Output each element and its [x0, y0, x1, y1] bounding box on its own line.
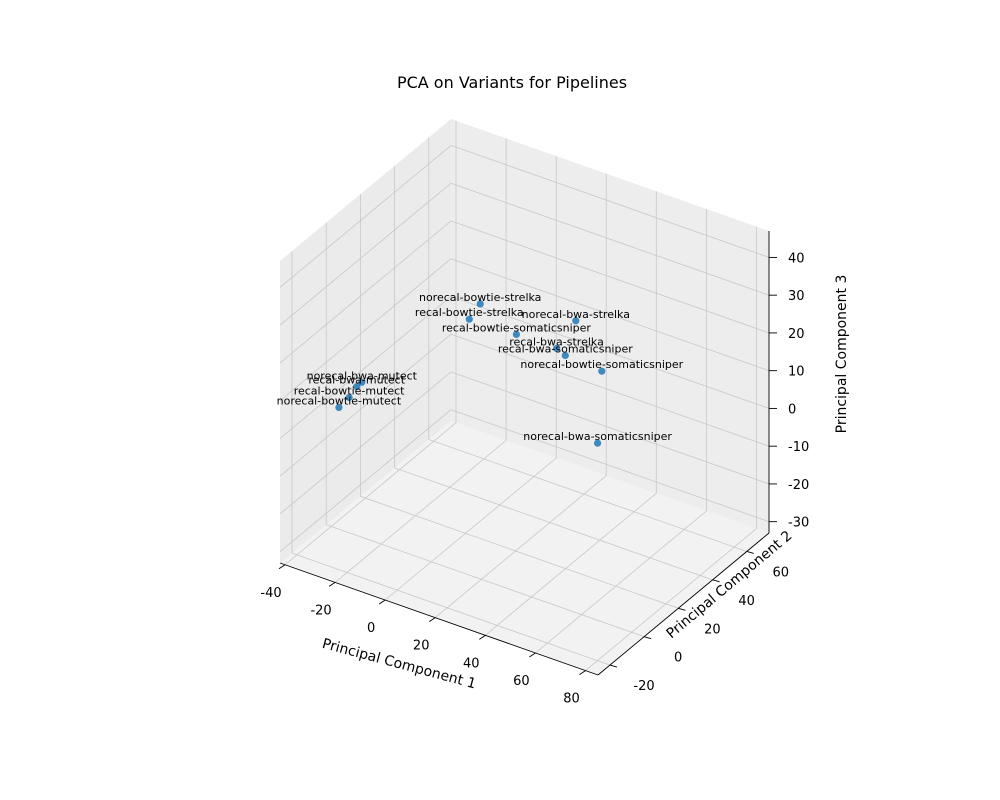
y-grid-line	[428, 137, 747, 552]
x-grid-line	[334, 138, 507, 583]
x-grid-line	[434, 173, 607, 619]
data-point	[358, 378, 366, 386]
data-point	[465, 315, 473, 323]
x-grid-line	[485, 191, 657, 636]
y-tick-label: 40	[738, 594, 755, 609]
data-point	[476, 300, 484, 308]
x-tick-label: 40	[463, 656, 480, 671]
axes-panes	[280, 119, 769, 675]
chart-title: PCA on Variants for Pipelines	[397, 73, 627, 92]
y-tick-label: 0	[674, 651, 682, 666]
tick-labels: -40 -20 0 20 40 60 80 -20 0 20 40 60 -30 -20 -10 0 10 20 3…	[260, 251, 809, 706]
x-grid-line	[535, 209, 707, 654]
z-grid-line	[279, 182, 770, 326]
point-label: norecal-bowtie-strelka	[419, 291, 541, 304]
z-tick-label: 20	[788, 327, 805, 342]
point-label: recal-bowtie-somaticsniper	[442, 321, 592, 334]
point-label: recal-bwa-strelka	[509, 336, 604, 349]
tick-marks	[278, 256, 777, 675]
z-tick-label: -20	[788, 478, 809, 493]
z-grid-line	[279, 220, 770, 364]
data-point	[561, 351, 569, 360]
x-tick	[579, 670, 586, 675]
x-tick-label: 20	[413, 639, 430, 654]
y-tick-label: 20	[704, 622, 721, 637]
point-label: norecal-bowtie-mutect	[277, 395, 402, 408]
axis-lines	[279, 231, 770, 676]
data-point	[598, 367, 606, 375]
z-grid-line	[279, 258, 770, 402]
x-axis-label: Principal Component 1	[320, 636, 477, 693]
z-axis-label: Principal Component 3	[834, 275, 850, 434]
x-grid-line	[384, 156, 557, 601]
point-label: recal-bowtie-mutect	[294, 385, 405, 398]
y-tick	[712, 579, 720, 583]
x-axis-line	[279, 562, 599, 676]
z-grid-line	[279, 144, 770, 288]
point-label: norecal-bowtie-somaticsniper	[520, 358, 683, 371]
x-tick-label: -40	[260, 586, 281, 601]
x-tick	[479, 634, 486, 640]
y-tick	[746, 551, 754, 554]
data-point	[594, 439, 602, 447]
y-tick	[644, 636, 652, 640]
floor-pane	[280, 421, 769, 675]
grid-lines	[279, 120, 770, 671]
y-grid-line	[359, 194, 679, 609]
y-tick	[609, 664, 618, 668]
z-tick-label: -30	[788, 516, 809, 531]
x-tick	[428, 617, 436, 623]
y-tick	[678, 607, 686, 611]
right-back-pane	[451, 119, 769, 533]
point-label: norecal-bwa-somaticsniper	[523, 430, 672, 443]
x-tick	[328, 582, 336, 587]
point-label: norecal-bwa-mutect	[307, 369, 418, 382]
z-tick-label: 10	[788, 365, 805, 380]
x-grid-line	[284, 120, 457, 566]
z-grid-line	[279, 371, 770, 515]
data-points	[335, 300, 606, 447]
point-label: recal-bwa-mutect	[308, 374, 405, 387]
data-point	[353, 383, 361, 391]
point-label: recal-bwa-somaticsniper	[498, 343, 633, 356]
z-tick-label: 40	[788, 251, 805, 266]
point-label: recal-bowtie-strelka	[415, 306, 524, 319]
point-labels: norecal-bwa-strelka recal-bwa-strelka nore…	[277, 291, 684, 443]
x-tick-label: 80	[563, 692, 580, 707]
y-grid-line	[325, 222, 645, 638]
z-tick-label: 0	[788, 402, 796, 417]
z-grid-line	[279, 409, 770, 553]
x-tick	[278, 564, 286, 570]
z-tick-label: -10	[788, 440, 809, 455]
y-grid-line	[394, 165, 713, 581]
data-point	[345, 393, 353, 402]
y-tick-label: 60	[773, 566, 790, 581]
data-point	[572, 317, 580, 325]
data-point	[512, 330, 521, 338]
y-grid-line	[291, 251, 611, 666]
data-point	[335, 403, 343, 412]
left-back-pane	[280, 119, 451, 563]
data-point	[552, 344, 561, 353]
x-tick-label: 0	[367, 621, 375, 636]
y-tick-label: -20	[633, 679, 654, 694]
x-tick-label: 60	[513, 674, 530, 689]
x-tick-label: -20	[310, 603, 331, 618]
y-axis-line	[597, 532, 770, 676]
z-grid-line	[279, 333, 770, 477]
z-grid-line	[279, 295, 770, 439]
point-label: norecal-bwa-strelka	[522, 308, 630, 321]
z-tick-label: 30	[788, 289, 805, 304]
x-tick	[529, 652, 536, 658]
x-tick	[378, 599, 386, 605]
x-grid-line	[585, 226, 757, 671]
